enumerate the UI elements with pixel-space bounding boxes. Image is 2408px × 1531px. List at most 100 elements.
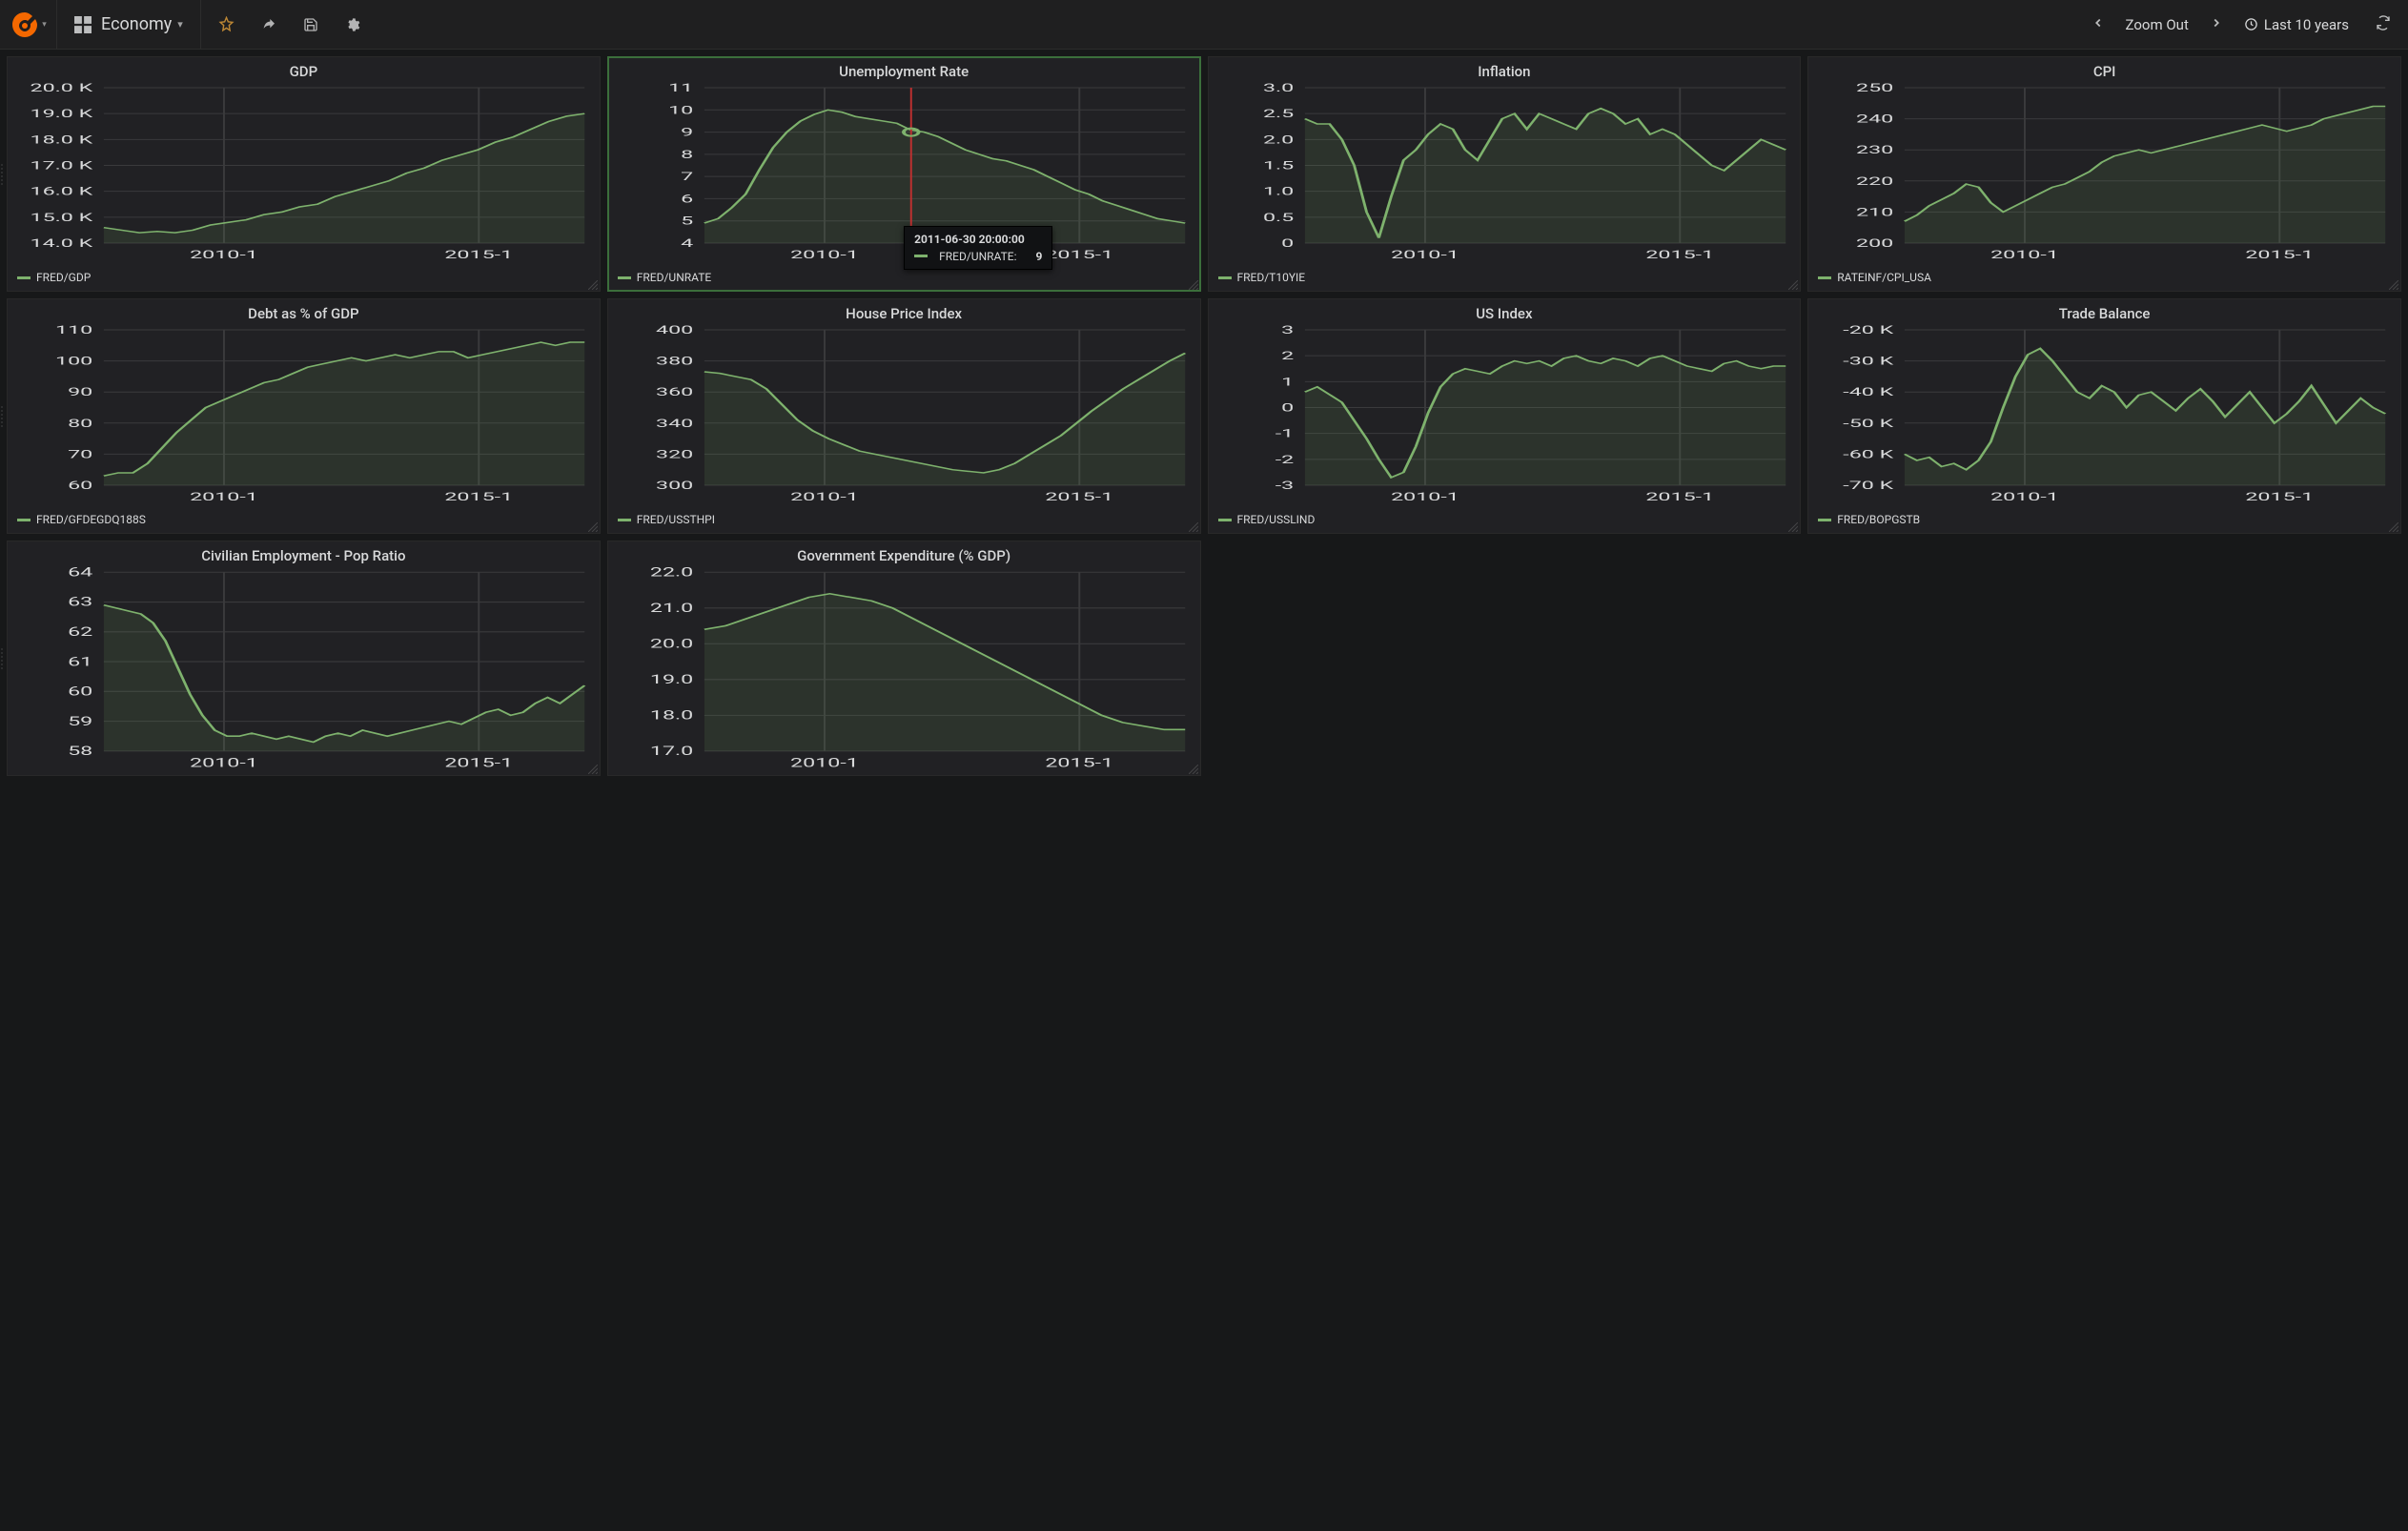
dashboard-title-dropdown[interactable]: Economy ▾ [57,0,201,50]
panel-legend[interactable]: FRED/USSTHPI [608,508,1200,533]
svg-text:220: 220 [1856,174,1893,188]
time-back-button[interactable] [2088,16,2109,33]
svg-text:2010-1: 2010-1 [1391,248,1459,261]
svg-text:2015-1: 2015-1 [1045,756,1113,770]
chart-area[interactable]: 3003203403603804002010-12015-1 [608,324,1200,508]
svg-text:-30 K: -30 K [1844,355,1894,368]
row-drag-handle[interactable] [1,644,7,673]
panel-legend[interactable]: RATEINF/CPI_USA [1808,266,2400,291]
svg-text:0.5: 0.5 [1262,211,1293,224]
svg-text:2015-1: 2015-1 [1645,248,1714,261]
panel-empop: Civilian Employment - Pop Ratio585960616… [7,541,601,776]
legend-label: RATEINF/CPI_USA [1837,271,1931,284]
panel-legend[interactable]: FRED/USSLIND [1209,508,1801,533]
resize-handle[interactable] [2389,279,2398,289]
panel-debt: Debt as % of GDP607080901001102010-12015… [7,298,601,534]
time-forward-button[interactable] [2206,16,2227,33]
svg-text:2015-1: 2015-1 [1045,490,1113,503]
svg-text:2015-1: 2015-1 [1045,248,1113,261]
share-icon[interactable] [261,17,276,32]
chart-area[interactable]: 607080901001102010-12015-1 [8,324,600,508]
panel-govexp: Government Expenditure (% GDP)17.018.019… [607,541,1201,776]
legend-swatch [1818,276,1831,279]
resize-handle[interactable] [1189,764,1198,773]
resize-handle[interactable] [1788,521,1798,531]
tooltip-value: 9 [1023,250,1043,263]
tooltip-timestamp: 2011-06-30 20:00:00 [914,233,1042,246]
panel-title[interactable]: Civilian Employment - Pop Ratio [8,541,600,566]
tooltip-swatch [914,255,928,257]
panel-title[interactable]: Government Expenditure (% GDP) [608,541,1200,566]
panel-title[interactable]: House Price Index [608,299,1200,324]
chart-area[interactable]: 45678910112010-12015-12011-06-30 20:00:0… [608,82,1200,266]
grafana-logo-button[interactable]: ▾ [0,0,57,50]
panel-title[interactable]: CPI [1808,57,2400,82]
toolbar [201,16,360,32]
chart-area[interactable]: 14.0 K15.0 K16.0 K17.0 K18.0 K19.0 K20.0… [8,82,600,266]
dashboard-title: Economy [101,14,172,34]
chart-area[interactable]: 2002102202302402502010-12015-1 [1808,82,2400,266]
resize-handle[interactable] [588,764,598,773]
time-picker-button[interactable]: Last 10 years [2236,16,2357,33]
panel-unrate: Unemployment Rate45678910112010-12015-12… [607,56,1201,292]
svg-text:7: 7 [681,170,693,183]
panel-housing: House Price Index3003203403603804002010-… [607,298,1201,534]
svg-text:17.0: 17.0 [650,745,693,759]
svg-text:-3: -3 [1275,479,1294,492]
row-drag-handle[interactable] [1,160,7,189]
legend-label: FRED/USSLIND [1237,513,1316,526]
chart-area[interactable]: -3-2-101232010-12015-1 [1209,324,1801,508]
svg-text:2010-1: 2010-1 [1990,490,2059,503]
panel-legend[interactable]: FRED/UNRATE [608,266,1200,291]
svg-text:2010-1: 2010-1 [790,756,859,770]
star-icon[interactable] [218,16,235,32]
svg-text:18.0: 18.0 [650,708,693,723]
resize-handle[interactable] [588,521,598,531]
panel-inflation: Inflation00.51.01.52.02.53.02010-12015-1… [1208,56,1802,292]
svg-text:2010-1: 2010-1 [790,248,859,261]
panel-title[interactable]: Debt as % of GDP [8,299,600,324]
svg-text:2015-1: 2015-1 [444,248,513,261]
resize-handle[interactable] [1189,521,1198,531]
resize-handle[interactable] [2389,521,2398,531]
zoom-out-button[interactable]: Zoom Out [2118,16,2196,33]
chart-area[interactable]: -70 K-60 K-50 K-40 K-30 K-20 K2010-12015… [1808,324,2400,508]
resize-handle[interactable] [1189,279,1198,289]
svg-text:6: 6 [681,192,693,205]
svg-text:16.0 K: 16.0 K [31,185,93,198]
svg-text:2: 2 [1281,349,1294,362]
panel-cpi: CPI2002102202302402502010-12015-1 RATEINF… [1807,56,2401,292]
svg-text:20.0: 20.0 [650,637,693,651]
svg-text:22.0: 22.0 [650,566,693,580]
panel-title[interactable]: Inflation [1209,57,1801,82]
svg-text:19.0 K: 19.0 K [31,107,93,120]
resize-handle[interactable] [588,279,598,289]
navbar: ▾ Economy ▾ Zoom Out Last [0,0,2408,50]
panel-title[interactable]: Unemployment Rate [608,57,1200,82]
svg-text:2.5: 2.5 [1262,107,1293,120]
row-drag-handle[interactable] [1,402,7,431]
svg-text:2010-1: 2010-1 [190,248,258,261]
svg-text:380: 380 [656,355,693,368]
panel-title[interactable]: Trade Balance [1808,299,2400,324]
svg-text:21.0: 21.0 [650,602,693,616]
panel-legend[interactable]: FRED/GFDEGDQ188S [8,508,600,533]
settings-icon[interactable] [345,17,360,32]
panel-legend[interactable]: FRED/GDP [8,266,600,291]
panel-title[interactable]: US Index [1209,299,1801,324]
resize-handle[interactable] [1788,279,1798,289]
panel-legend[interactable]: FRED/BOPGSTB [1808,508,2400,533]
svg-text:2015-1: 2015-1 [444,756,513,770]
chart-area[interactable]: 00.51.01.52.02.53.02010-12015-1 [1209,82,1801,266]
svg-text:-1: -1 [1275,427,1294,440]
refresh-button[interactable] [2366,15,2391,34]
chart-area[interactable]: 585960616263642010-12015-1 [8,566,600,775]
legend-label: FRED/USSTHPI [637,513,715,526]
chart-area[interactable]: 17.018.019.020.021.022.02010-12015-1 [608,566,1200,775]
panel-title[interactable]: GDP [8,57,600,82]
svg-text:-60 K: -60 K [1844,447,1894,460]
svg-text:59: 59 [68,714,92,728]
svg-text:3.0: 3.0 [1262,82,1293,94]
panel-legend[interactable]: FRED/T10YIE [1209,266,1801,291]
save-icon[interactable] [303,17,318,32]
